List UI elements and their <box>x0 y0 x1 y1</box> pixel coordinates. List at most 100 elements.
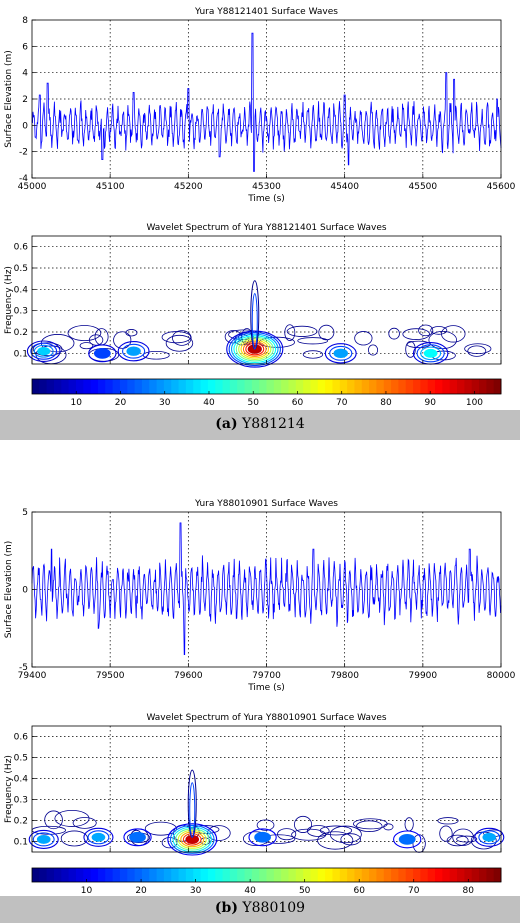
caption-a-text: Y881214 <box>242 416 305 432</box>
colorbar-cell <box>354 379 363 394</box>
spectrum-contour <box>165 334 194 352</box>
colorbar-cell <box>273 868 282 882</box>
wave-y-tick-label: -5 <box>19 663 28 673</box>
colorbar-cell <box>325 379 333 394</box>
spectrum-contour <box>402 328 430 340</box>
colorbar-cell <box>310 868 319 882</box>
colorbar-cell <box>222 868 231 882</box>
spectrum-blob-3 <box>240 339 270 359</box>
colorbar-cell <box>32 868 40 882</box>
colorbar-cell <box>464 379 473 394</box>
colorbar-cell <box>105 379 114 394</box>
colorbar-cell <box>251 379 260 394</box>
colorbar-cell <box>449 379 458 394</box>
wave-ylabel-0: Surface Elevation (m) <box>4 50 14 148</box>
colorbar-cell <box>185 868 194 882</box>
colorbar-tick-label: 80 <box>380 398 392 408</box>
colorbar-cell <box>237 868 246 882</box>
spectrum-blob-2 <box>126 346 141 356</box>
colorbar-tick-label: 20 <box>135 886 147 896</box>
colorbar-tick-label: 90 <box>424 398 436 408</box>
colorbar-cell <box>420 868 429 882</box>
caption-b-text: Y880109 <box>242 900 306 916</box>
spectrum-blob-2 <box>129 831 146 843</box>
wave-plot-area-0 <box>32 20 501 178</box>
spectrum-blob-3 <box>233 335 277 364</box>
spectrum-blob-0 <box>28 829 59 849</box>
colorbar-cell <box>391 868 399 882</box>
spectrum-y-tick-label: 0.4 <box>14 775 29 785</box>
spectrum-blob-0 <box>36 834 51 844</box>
spectrum-blob-1 <box>88 344 117 363</box>
wave-ylabel-1: Surface Elevation (m) <box>4 541 14 639</box>
colorbar-cell <box>266 868 275 882</box>
colorbar-cell <box>457 868 465 882</box>
colorbar-tick-label: 50 <box>247 398 259 408</box>
wave-y-tick-label: 0 <box>22 121 28 131</box>
spectrum-contour <box>277 828 297 841</box>
colorbar-cell <box>229 868 238 882</box>
spectrum-blob-6 <box>474 827 505 847</box>
colorbar-cell <box>383 379 392 394</box>
wave-x-tick-label: 45300 <box>252 182 281 192</box>
colorbar-cell <box>354 868 363 882</box>
spectrum-y-tick-label: 0.3 <box>14 307 28 317</box>
spectrum-contour <box>388 327 400 340</box>
colorbar-tick-label: 40 <box>244 886 256 896</box>
colorbar-cell <box>251 868 260 882</box>
colorbar-cell <box>178 379 187 394</box>
colorbar-cell <box>119 868 128 882</box>
spectrum-contour <box>441 325 466 343</box>
spectrum-blob-1 <box>93 347 111 359</box>
colorbar-cell <box>90 379 99 394</box>
colorbar-tick-label: 20 <box>115 398 127 408</box>
colorbar-cell <box>244 379 253 394</box>
spectrum-contour <box>294 815 313 833</box>
colorbar-cell <box>398 868 407 882</box>
spectrum-contour <box>144 821 177 836</box>
spectrum-blob-2 <box>123 828 152 847</box>
colorbar-cell <box>332 868 341 882</box>
spectrum-blob-4 <box>248 828 277 847</box>
colorbar-frame-1 <box>31 867 502 883</box>
colorbar-frame-0 <box>31 378 502 395</box>
spectrum-contour <box>32 342 63 357</box>
wave-x-tick-label: 79800 <box>330 671 359 681</box>
spectrum-blob-4 <box>333 348 348 359</box>
spectrum-y-tick-label: 0.3 <box>14 796 28 806</box>
colorbar-cell <box>112 379 121 394</box>
colorbar-cell <box>105 868 114 882</box>
spectrum-contour <box>319 825 353 836</box>
colorbar-cell <box>471 379 480 394</box>
spectrum-y-tick-label: 0.4 <box>14 285 29 295</box>
colorbar-cell <box>46 868 55 882</box>
spectrum-ylabel-0: Frequency (Hz) <box>4 266 14 334</box>
colorbar-cell <box>369 868 377 882</box>
colorbar-cell <box>493 868 502 882</box>
colorbar-cell <box>266 379 275 394</box>
spectrum-contour <box>430 326 448 335</box>
colorbar-cell <box>369 379 377 394</box>
spectrum-y-tick-label: 0.5 <box>14 264 28 274</box>
wave-y-tick-label: 2 <box>22 95 28 105</box>
colorbar-tick-label: 30 <box>190 886 202 896</box>
colorbar-cell <box>193 379 202 394</box>
colorbar-cell <box>237 379 246 394</box>
colorbar-cell <box>61 379 70 394</box>
spectrum-blob-6 <box>478 830 501 845</box>
wave-title-0: Yura Y88121401 Surface Waves <box>194 7 338 17</box>
wave-x-tick-label: 45500 <box>409 182 438 192</box>
colorbar-cell <box>127 868 136 882</box>
spectrum-y-tick-label: 0.2 <box>14 328 28 338</box>
wave-x-tick-label: 45100 <box>96 182 125 192</box>
wave-series-line-1 <box>31 522 502 655</box>
spectrum-blob-4 <box>324 343 357 364</box>
spectrum-blob-0 <box>33 344 54 358</box>
spectrum-blob-5 <box>393 830 422 849</box>
colorbar-cell <box>486 379 495 394</box>
spectrum-contour <box>44 810 63 830</box>
colorbar-cell <box>61 868 70 882</box>
spectrum-blob-5 <box>423 348 438 358</box>
spectrum-blob-3 <box>182 833 202 846</box>
